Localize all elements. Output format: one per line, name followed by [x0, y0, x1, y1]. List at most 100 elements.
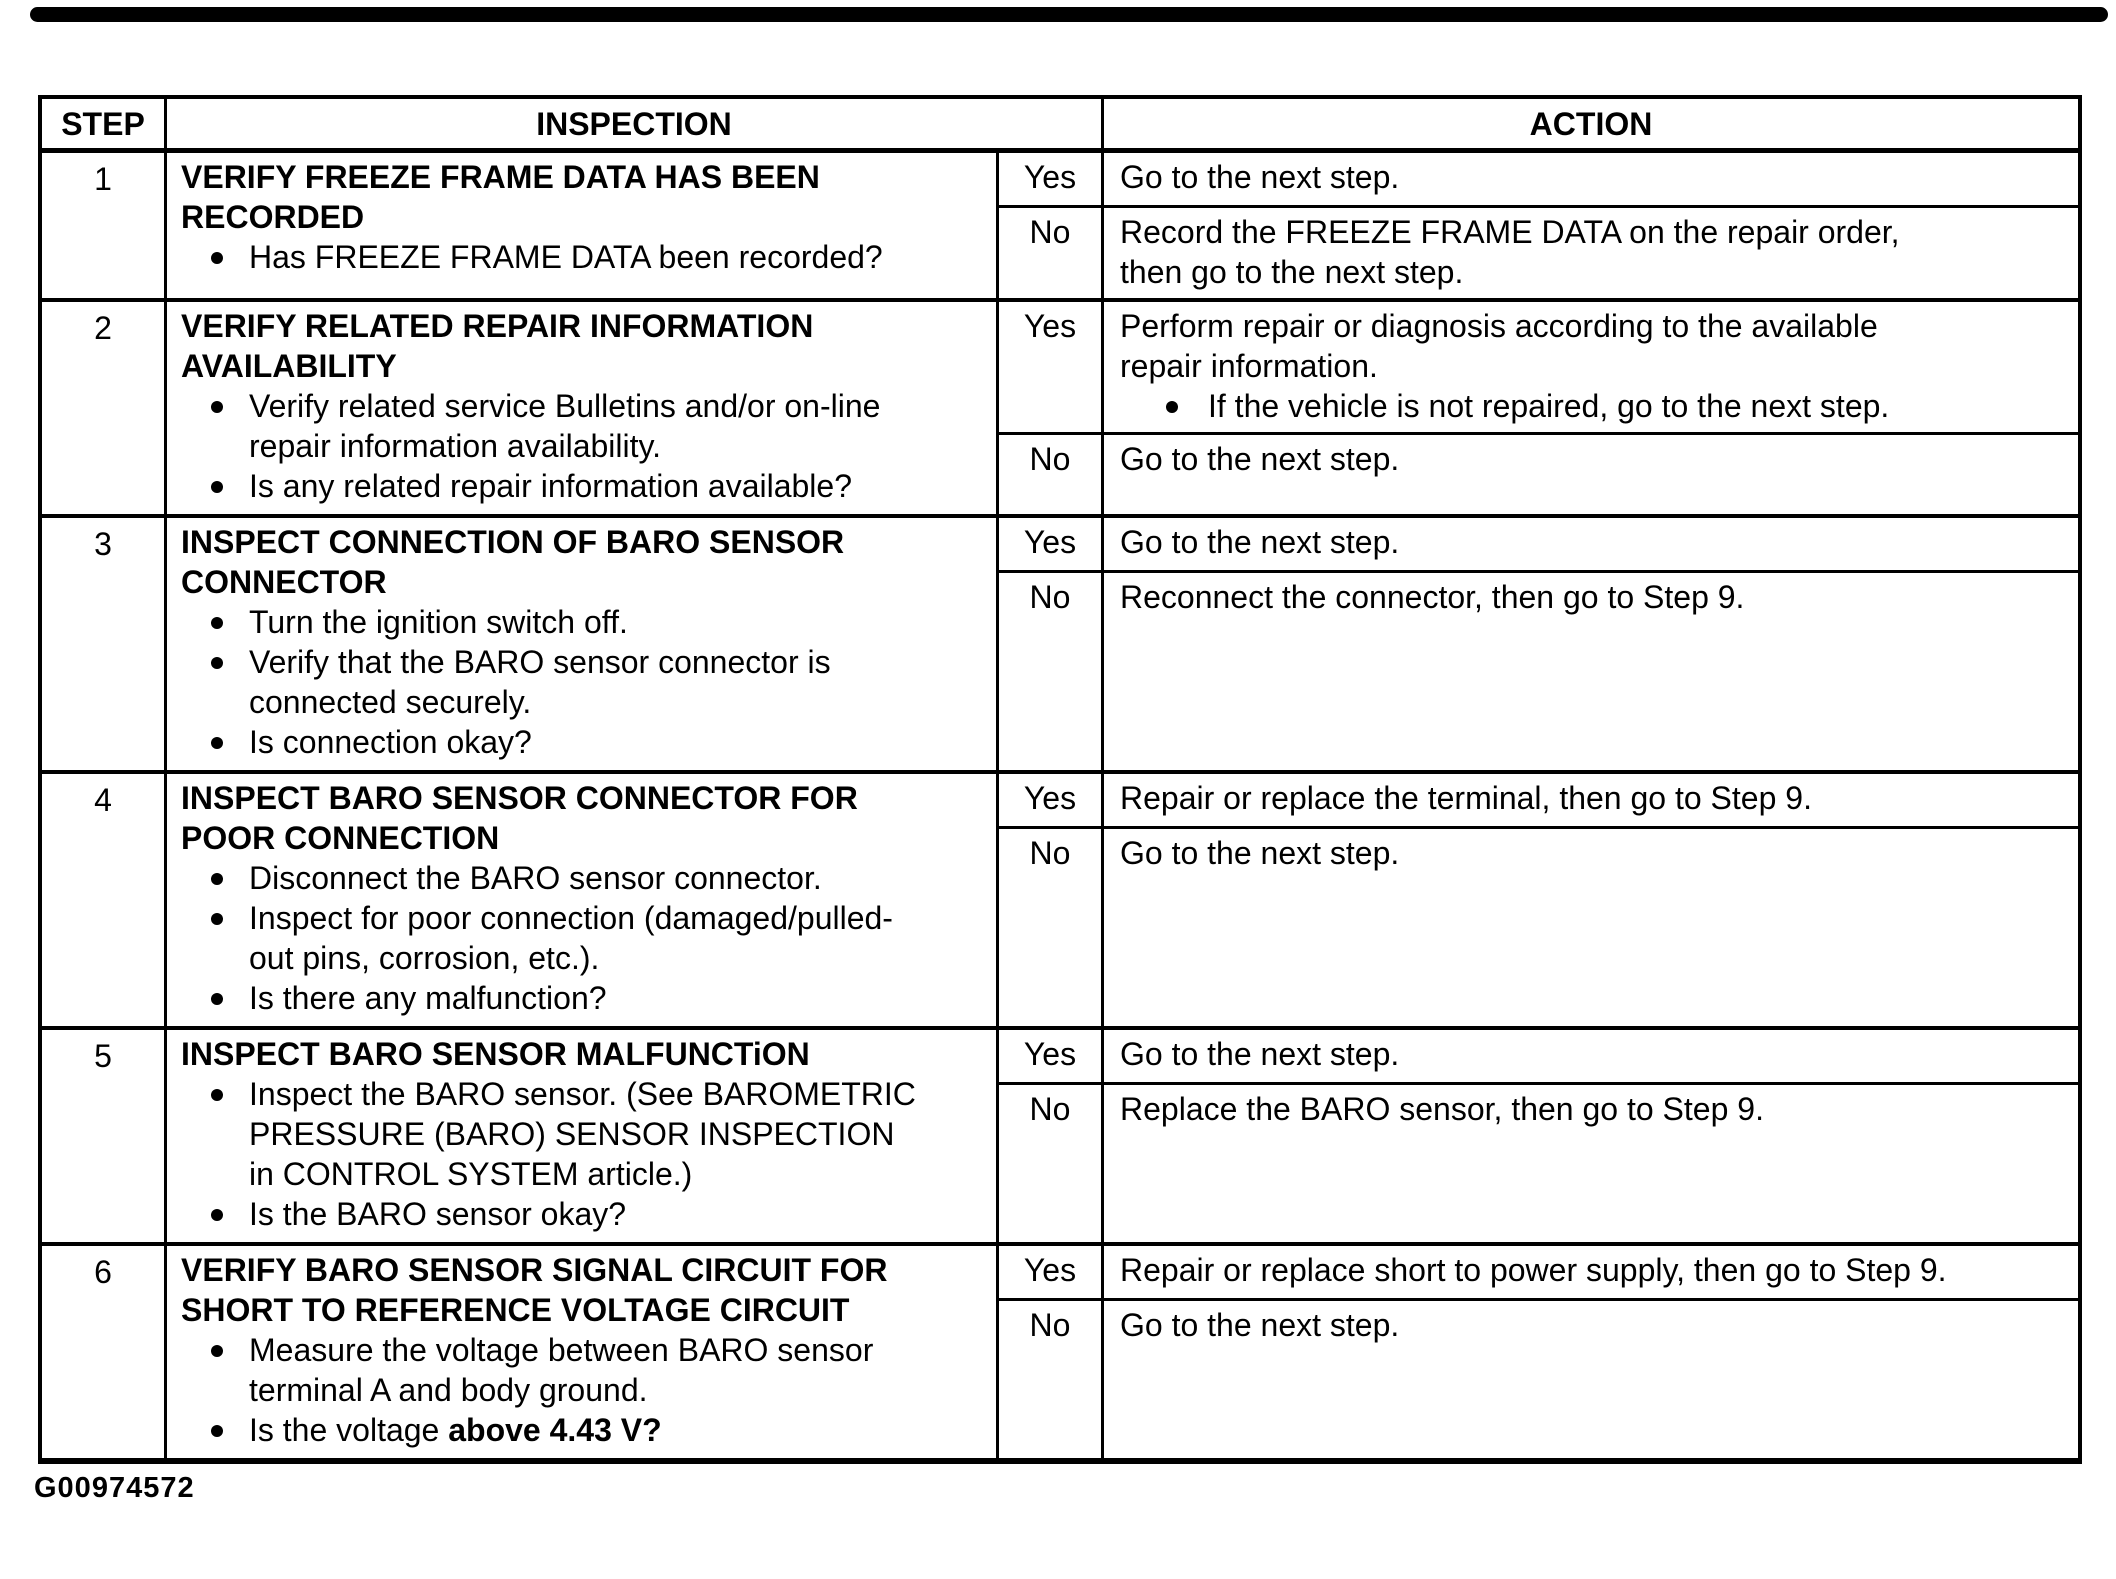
inspection-cell: VERIFY RELATED REPAIR INFORMATION AVAILA… [167, 302, 999, 514]
bullet-item: Is connection okay? [167, 722, 988, 762]
action-cell: Go to the next step. [1104, 829, 2078, 1026]
action-cell: Go to the next step. [1104, 518, 2078, 570]
inspection-cell: INSPECT CONNECTION OF BARO SENSOR CONNEC… [167, 518, 999, 770]
action-bullet-list: If the vehicle is not repaired, go to th… [1120, 386, 2066, 426]
bullet-item: Is the BARO sensor okay? [167, 1194, 988, 1234]
branches: Yes Go to the next step. No Reconnect the c… [999, 518, 2078, 770]
action-cell: Record the FREEZE FRAME DATA on the repa… [1104, 208, 2078, 298]
bullet-item: Disconnect the BARO sensor connector. [167, 858, 988, 898]
header-cell-action: ACTION [1529, 106, 1653, 142]
bullet-item: Is there any malfunction? [167, 978, 988, 1018]
table-row: 1 VERIFY FREEZE FRAME DATA HAS BEEN RECOR… [42, 153, 2078, 298]
inspection-bullet-list: Has FREEZE FRAME DATA been recorded? [167, 237, 988, 277]
answer-cell: Yes [999, 518, 1104, 570]
bullet-item: Is any related repair information availa… [167, 466, 988, 506]
action-cell: Replace the BARO sensor, then go to Step… [1104, 1085, 2078, 1242]
action-text: Record the FREEZE FRAME DATA on the repa… [1120, 214, 1900, 290]
inspection-bullet-list: Turn the ignition switch off. Verify that… [167, 602, 988, 762]
inspection-title: VERIFY RELATED REPAIR INFORMATION AVAILA… [181, 308, 814, 384]
table-row: 5 INSPECT BARO SENSOR MALFUNCTiON Inspect … [42, 1026, 2078, 1242]
branch-row: Yes Go to the next step. [999, 518, 2078, 570]
branch-row: Yes Go to the next step. [999, 1030, 2078, 1082]
inspection-title: VERIFY FREEZE FRAME DATA HAS BEEN RECORD… [181, 159, 820, 235]
answer-cell: No [999, 573, 1104, 770]
branch-row: No Reconnect the connector, then go to St… [999, 570, 2078, 770]
inspection-title: INSPECT CONNECTION OF BARO SENSOR CONNEC… [181, 524, 845, 600]
branches: Yes Go to the next step. No Replace the BAR… [999, 1030, 2078, 1242]
step-number-cell: 3 [42, 518, 167, 770]
branch-row: Yes Repair or replace short to power supp… [999, 1246, 2078, 1298]
table-row: 6 VERIFY BARO SENSOR SIGNAL CIRCUIT FOR S… [42, 1242, 2078, 1458]
inspection-bullet-list: Measure the voltage between BARO sensor … [167, 1330, 988, 1450]
branch-row: No Go to the next step. [999, 826, 2078, 1026]
inspection-cell: VERIFY FREEZE FRAME DATA HAS BEEN RECORD… [167, 153, 999, 298]
answer-cell: No [999, 1085, 1104, 1242]
action-text: Go to the next step. [1120, 1307, 1400, 1343]
action-cell: Go to the next step. [1104, 1301, 2078, 1458]
branch-row: Yes Go to the next step. [999, 153, 2078, 205]
bullet-item: Is the voltage above 4.43 V? [167, 1410, 988, 1450]
branch-row: No Go to the next step. [999, 1298, 2078, 1458]
action-text: Repair or replace the terminal, then go … [1120, 780, 1812, 816]
action-text: Go to the next step. [1120, 1036, 1400, 1072]
branches: Yes Repair or replace the terminal, then … [999, 774, 2078, 1026]
inspection-bullet-list: Disconnect the BARO sensor connector. Ins… [167, 858, 988, 1018]
step-number-cell: 5 [42, 1030, 167, 1242]
figure-code: G00974572 [34, 1472, 195, 1504]
inspection-cell: INSPECT BARO SENSOR MALFUNCTiON Inspect t… [167, 1030, 999, 1242]
table-body: 1 VERIFY FREEZE FRAME DATA HAS BEEN RECOR… [42, 153, 2078, 1458]
bullet-dot [211, 1425, 223, 1437]
action-text: Perform repair or diagnosis according to… [1120, 308, 1878, 384]
action-text: Repair or replace short to power supply,… [1120, 1252, 1947, 1288]
action-cell: Go to the next step. [1104, 435, 2078, 514]
table-row: 3 INSPECT CONNECTION OF BARO SENSOR CONNE… [42, 514, 2078, 770]
answer-cell: Yes [999, 774, 1104, 826]
bullet-dot [211, 873, 223, 885]
step-number-cell: 6 [42, 1246, 167, 1458]
inspection-cell: INSPECT BARO SENSOR CONNECTOR FOR POOR C… [167, 774, 999, 1026]
action-text: Go to the next step. [1120, 524, 1400, 560]
inspection-bullet-list: Verify related service Bulletins and/or … [167, 386, 988, 506]
action-cell: Reconnect the connector, then go to Step… [1104, 573, 2078, 770]
bullet-dot [211, 481, 223, 493]
action-cell: Repair or replace the terminal, then go … [1104, 774, 2078, 826]
branch-row: Yes Repair or replace the terminal, then … [999, 774, 2078, 826]
bullet-item: If the vehicle is not repaired, go to th… [1120, 386, 2066, 426]
bullet-dot [211, 1209, 223, 1221]
answer-cell: No [999, 435, 1104, 514]
bullet-item: Inspect the BARO sensor. (See BAROMETRIC… [167, 1074, 988, 1194]
bullet-dot [211, 737, 223, 749]
bullet-item: Measure the voltage between BARO sensor … [167, 1330, 988, 1410]
branches: Yes Perform repair or diagnosis according… [999, 302, 2078, 514]
bullet-dot [211, 1089, 223, 1101]
action-text: Replace the BARO sensor, then go to Step… [1120, 1091, 1764, 1127]
inspection-bullet-list: Inspect the BARO sensor. (See BAROMETRIC… [167, 1074, 988, 1234]
action-cell: Repair or replace short to power supply,… [1104, 1246, 2078, 1298]
inspection-title: INSPECT BARO SENSOR CONNECTOR FOR POOR C… [181, 780, 858, 856]
bullet-dot [1166, 401, 1178, 413]
answer-cell: No [999, 1301, 1104, 1458]
table-row: 4 INSPECT BARO SENSOR CONNECTOR FOR POOR … [42, 770, 2078, 1026]
action-text: Go to the next step. [1120, 159, 1400, 195]
action-cell: Go to the next step. [1104, 153, 2078, 205]
scan-artifact-bar [30, 7, 2108, 22]
bullet-dot [211, 993, 223, 1005]
bullet-dot [211, 657, 223, 669]
branch-row: No Replace the BARO sensor, then go to St… [999, 1082, 2078, 1242]
action-text: Go to the next step. [1120, 835, 1400, 871]
branches: Yes Go to the next step. No Record the FREE… [999, 153, 2078, 298]
table-row: 2 VERIFY RELATED REPAIR INFORMATION AVAIL… [42, 298, 2078, 514]
branch-row: Yes Perform repair or diagnosis according… [999, 302, 2078, 432]
bullet-dot [211, 913, 223, 925]
action-text: Go to the next step. [1120, 441, 1400, 477]
inspection-title: VERIFY BARO SENSOR SIGNAL CIRCUIT FOR SH… [181, 1252, 888, 1328]
branch-row: No Go to the next step. [999, 432, 2078, 514]
answer-cell: Yes [999, 1030, 1104, 1082]
header-cell-inspection: INSPECTION [167, 99, 1104, 148]
bullet-item: Verify that the BARO sensor connector is… [167, 642, 988, 722]
branch-row: No Record the FREEZE FRAME DATA on the re… [999, 205, 2078, 298]
answer-cell: Yes [999, 1246, 1104, 1298]
bullet-dot [211, 252, 223, 264]
answer-cell: No [999, 208, 1104, 298]
bullet-item: Verify related service Bulletins and/or … [167, 386, 988, 466]
